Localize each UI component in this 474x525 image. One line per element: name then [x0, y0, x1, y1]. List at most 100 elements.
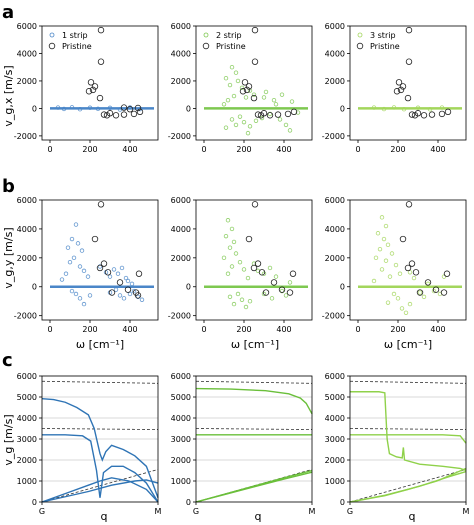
xlabel-c-2: q: [255, 510, 262, 523]
strip-point: [399, 306, 405, 311]
y-tick-label: 0: [186, 498, 191, 507]
pristine-point: [120, 104, 128, 111]
strip-point: [441, 274, 447, 279]
strip-point: [229, 65, 235, 70]
x-tick-label: 400: [276, 145, 291, 154]
y-tick-label: 0: [32, 104, 37, 113]
strip-point: [273, 102, 279, 107]
band-line: [195, 471, 313, 503]
strip-point: [71, 255, 77, 261]
strip-point: [103, 270, 109, 275]
strip-point: [383, 258, 389, 263]
pristine-point: [414, 110, 422, 117]
dashed-reference-line: [195, 428, 313, 430]
strip-point: [283, 293, 289, 298]
y-tick-label: 3000: [325, 435, 345, 444]
strip-point: [123, 275, 129, 281]
strip-point: [261, 291, 267, 297]
dashed-reference-line: [349, 469, 467, 503]
x-tick-label: M: [155, 507, 162, 516]
pristine-point: [96, 94, 104, 102]
x-tick-label: 200: [82, 325, 97, 334]
pristine-point: [134, 292, 142, 299]
ylabel-row-b: v_g,y [m/s]: [2, 227, 15, 288]
y-tick-label: 2000: [17, 254, 37, 263]
strip-point: [231, 239, 237, 245]
strip-point: [115, 271, 121, 276]
strip-point: [267, 265, 273, 271]
strip-point: [241, 119, 247, 125]
strip-point: [245, 275, 251, 281]
x-tick-label: 200: [236, 145, 251, 154]
pristine-point: [416, 289, 424, 296]
strip-point: [241, 267, 247, 272]
pristine-point: [289, 270, 297, 277]
x-tick-label: 400: [276, 325, 291, 334]
strip-point: [233, 251, 239, 256]
x-tick-label: 400: [122, 325, 137, 334]
y-tick-label: 4000: [171, 225, 191, 234]
xlabel-b-3: ω [cm⁻¹]: [384, 338, 432, 351]
x-tick-label: 0: [47, 145, 52, 154]
y-tick-label: 5000: [17, 393, 37, 402]
strip-point: [107, 290, 113, 295]
y-tick-label: 4000: [325, 414, 345, 423]
strip-point: [383, 223, 389, 229]
y-tick-label: 4000: [17, 49, 37, 58]
pristine-point: [262, 289, 270, 296]
band-line: [349, 470, 467, 503]
axes-frame: [41, 25, 159, 141]
pristine-point: [100, 260, 108, 267]
strip-point: [59, 277, 65, 282]
strip-point: [121, 296, 127, 301]
strip-point: [279, 288, 285, 294]
pristine-point: [89, 86, 97, 94]
y-tick-label: 4000: [17, 225, 37, 234]
axes-frame: [349, 199, 467, 321]
y-tick-label: 3000: [17, 435, 37, 444]
legend-label: Pristine: [62, 42, 92, 51]
subplot-b-1: -2000 0 2000 4000 6000 0 200 400: [14, 196, 159, 334]
pristine-point: [408, 111, 416, 118]
x-tick-label: 0: [47, 325, 52, 334]
y-tick-label: 6000: [325, 196, 345, 205]
y-tick-label: -2000: [14, 132, 37, 141]
y-tick-label: -2000: [14, 312, 37, 321]
subplot-b-3: -2000 0 2000 4000 6000 0 200 400: [322, 196, 467, 334]
ylabel-row-c: v_g [m/s]: [2, 414, 15, 465]
strip-point: [371, 105, 377, 110]
strip-point: [127, 291, 133, 297]
pristine-point: [274, 111, 282, 118]
legend-marker-strip: [203, 32, 209, 38]
panel-label-a: a: [2, 2, 14, 23]
y-tick-label: 3000: [171, 435, 191, 444]
strip-point: [377, 246, 383, 252]
strip-point: [411, 275, 417, 281]
strip-point: [385, 242, 391, 248]
pristine-point: [126, 106, 134, 113]
y-tick-label: 4000: [171, 414, 191, 423]
pristine-point: [245, 83, 253, 90]
pristine-point: [130, 110, 138, 118]
pristine-point: [136, 108, 144, 116]
strip-point: [233, 122, 239, 128]
pristine-point: [251, 58, 259, 65]
strip-point: [79, 248, 85, 253]
xlabel-c-3: q: [409, 510, 416, 523]
pristine-point: [270, 279, 278, 286]
y-tick-label: 4000: [325, 49, 345, 58]
pristine-point: [397, 86, 405, 94]
y-tick-label: 0: [32, 498, 37, 507]
pristine-point: [239, 88, 247, 95]
strip-point: [277, 117, 283, 122]
legend-marker-strip: [49, 32, 55, 38]
strip-point: [387, 274, 393, 279]
strip-point: [229, 264, 235, 269]
band-line: [41, 479, 159, 503]
strip-point: [403, 310, 409, 315]
y-tick-label: 1000: [17, 477, 37, 486]
strip-point: [69, 105, 75, 110]
strip-point: [379, 215, 385, 220]
y-tick-label: 2000: [171, 456, 191, 465]
y-tick-label: 0: [186, 283, 191, 292]
